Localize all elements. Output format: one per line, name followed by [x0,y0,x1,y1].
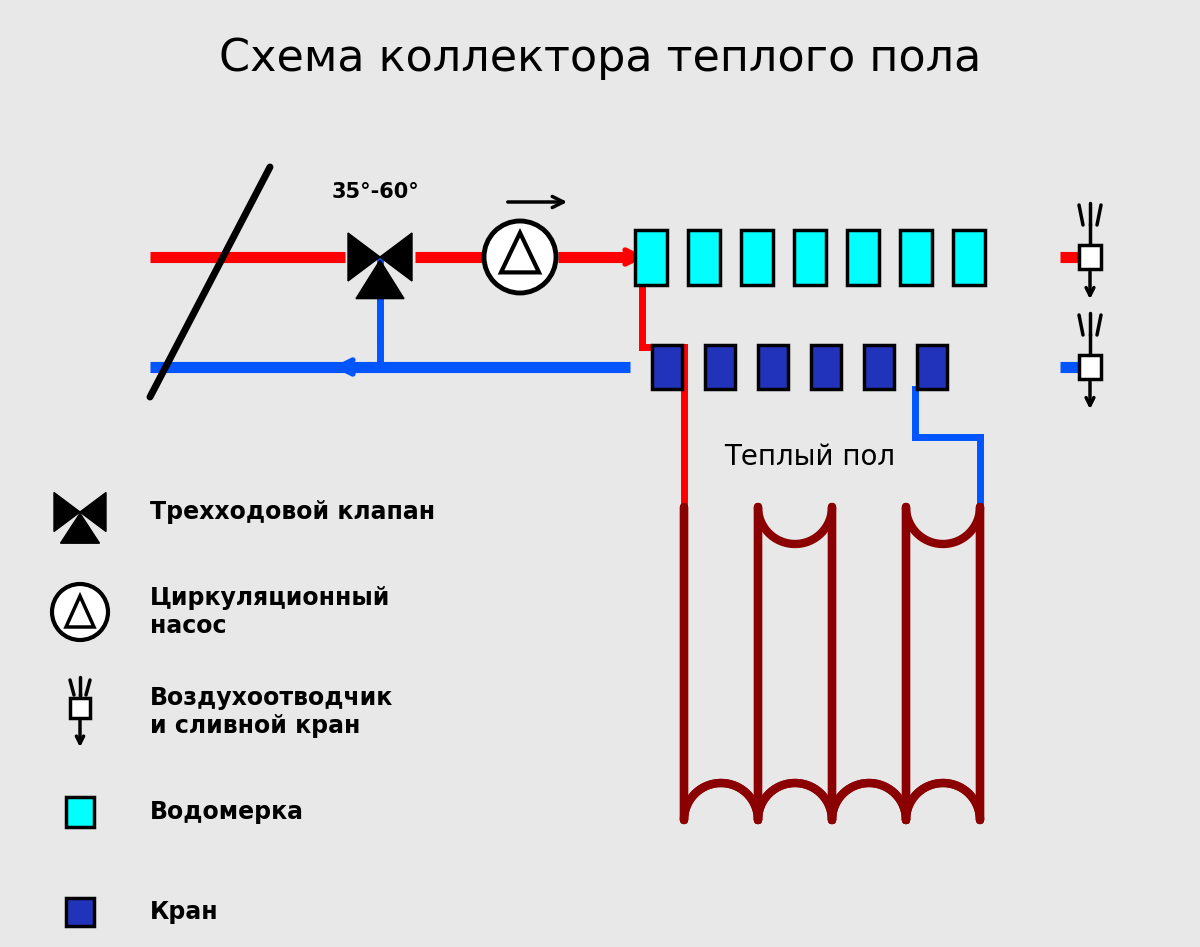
Polygon shape [80,492,106,531]
Bar [847,229,878,284]
Bar [758,345,788,389]
Text: Водомерка: Водомерка [150,800,304,824]
Circle shape [52,584,108,640]
Text: Кран: Кран [150,900,218,924]
Bar [900,229,932,284]
Polygon shape [380,233,412,281]
Text: Теплый пол: Теплый пол [725,443,895,471]
Bar [70,698,90,718]
Bar [635,229,667,284]
Bar [953,229,985,284]
Bar [652,345,682,389]
Bar [66,898,94,926]
Bar [917,345,947,389]
Bar [1079,355,1102,379]
Polygon shape [54,492,80,531]
Text: Циркуляционный
насос: Циркуляционный насос [150,586,390,638]
Bar [794,229,826,284]
Bar [811,345,841,389]
Polygon shape [348,233,380,281]
Bar [742,229,773,284]
Text: Воздухоотводчик
и сливной кран: Воздухоотводчик и сливной кран [150,686,394,738]
Bar [688,229,720,284]
Bar [66,797,94,827]
Text: Трехходовой клапан: Трехходовой клапан [150,500,436,524]
Circle shape [484,221,556,293]
Polygon shape [356,260,404,298]
Bar [706,345,734,389]
Polygon shape [60,513,100,544]
Text: 35°-60°: 35°-60° [331,182,419,202]
Bar [864,345,894,389]
Bar [1079,245,1102,269]
Text: Схема коллектора теплого пола: Схема коллектора теплого пола [218,37,982,80]
